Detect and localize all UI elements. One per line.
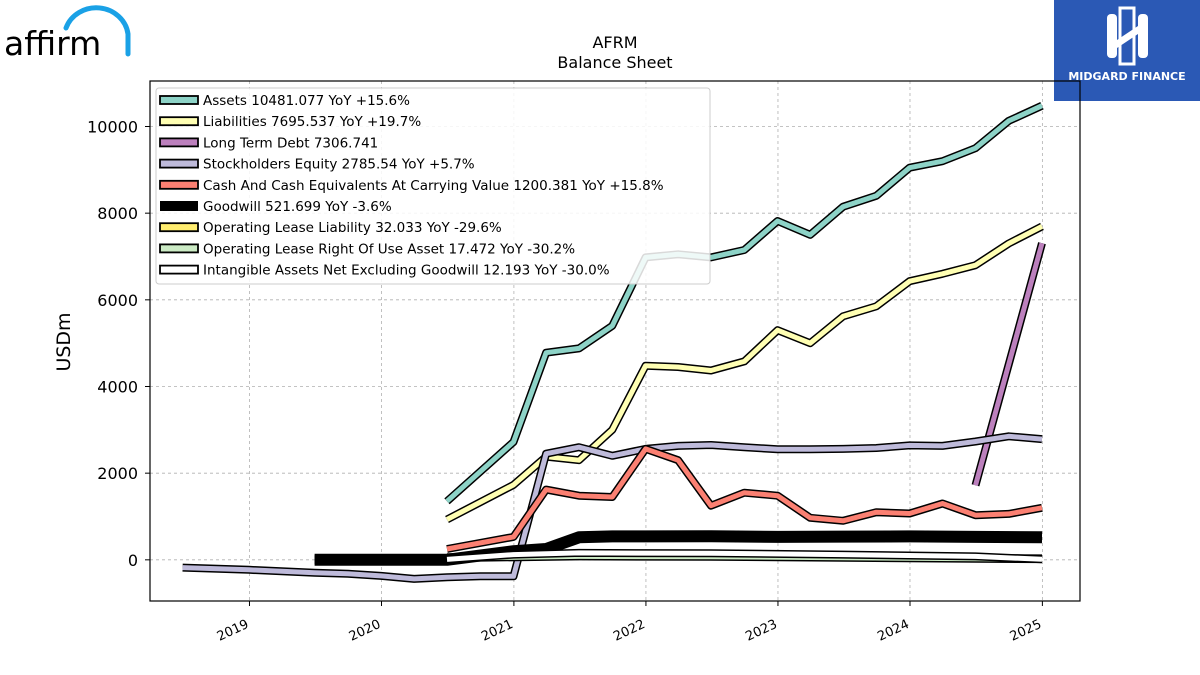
series-4 (446, 444, 1043, 553)
series-8 (446, 548, 1043, 564)
series-lines (182, 102, 1046, 583)
series-2 (971, 242, 1046, 487)
y-tick-label: 2000 (97, 464, 138, 483)
affirm-logo: affirm (4, 4, 134, 63)
x-tick-label: 2024 (875, 617, 911, 645)
legend-swatch (159, 264, 199, 275)
y-tick-label: 8000 (97, 204, 138, 223)
legend-label: Liabilities 7695.537 YoY +19.7% (203, 114, 421, 130)
legend-label: Goodwill 521.699 YoY -3.6% (203, 199, 392, 215)
x-tick-label: 2019 (215, 617, 251, 645)
x-tick-label: 2020 (347, 617, 383, 645)
legend-label: Long Term Debt 7306.741 (203, 135, 378, 151)
legend-label: Assets 10481.077 YoY +15.6% (203, 93, 410, 109)
chart-subtitle: Balance Sheet (557, 53, 672, 72)
legend-swatch (159, 243, 199, 254)
legend-swatch (160, 201, 198, 211)
y-tick-label: 4000 (97, 378, 138, 397)
legend-box (155, 87, 711, 285)
legend-swatch (159, 137, 199, 148)
legend: Assets 10481.077 YoY +15.6% Liabilities 7… (155, 87, 711, 285)
affirm-logo-text: affirm (4, 24, 101, 60)
y-tick-label: 0 (128, 551, 138, 570)
midgard-logo-mark (1107, 6, 1148, 66)
series-line (446, 550, 1043, 562)
midgard-finance-logo: MIDGARD FINANCE (1054, 0, 1200, 101)
legend-label: Operating Lease Right Of Use Asset 17.47… (203, 241, 575, 257)
legend-label: Operating Lease Liability 32.033 YoY -29… (203, 220, 502, 236)
legend-swatch (159, 95, 199, 105)
x-tick-label: 2023 (743, 617, 779, 645)
series-line (445, 103, 1044, 504)
y-axis-label: USDm (53, 312, 75, 371)
legend-swatch (159, 158, 199, 169)
legend-swatch (159, 179, 199, 190)
series-0 (444, 102, 1044, 505)
y-tick-label: 6000 (97, 291, 138, 310)
legend-swatch (159, 116, 199, 127)
plot-frame (149, 80, 1081, 602)
legend-label: Stockholders Equity 2785.54 YoY +5.7% (203, 157, 475, 173)
affirm-logo-arc (63, 5, 131, 57)
legend-label: Cash And Cash Equivalents At Carrying Va… (203, 178, 664, 194)
x-tick-label: 2025 (1008, 617, 1044, 645)
legend-label: Intangible Assets Net Excluding Goodwill… (203, 263, 610, 279)
x-tick-label: 2021 (479, 617, 515, 645)
series-1 (445, 222, 1044, 524)
x-tick-label: 2022 (611, 617, 647, 645)
series-line (973, 242, 1045, 486)
midgard-logo-text: MIDGARD FINANCE (1068, 70, 1186, 83)
affirm-logo-graphic: affirm (4, 5, 131, 63)
y-tick-label: 10000 (87, 118, 138, 137)
series-line (446, 446, 1043, 552)
legend-swatch (159, 222, 199, 233)
chart-title: AFRM (592, 33, 637, 52)
series-line (445, 224, 1044, 522)
